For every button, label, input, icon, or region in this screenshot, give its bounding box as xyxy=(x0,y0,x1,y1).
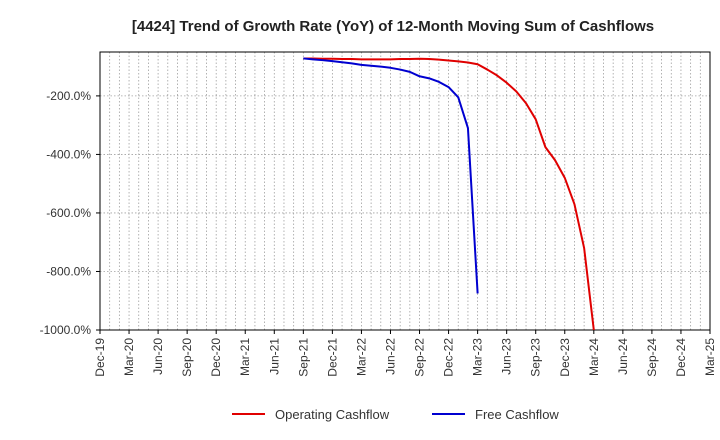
y-tick-label: -200.0% xyxy=(46,89,91,103)
x-tick-label: Mar-24 xyxy=(587,338,601,376)
plot-area xyxy=(99,51,711,331)
x-tick-label: Jun-21 xyxy=(267,338,281,375)
legend-label: Free Cashflow xyxy=(475,407,559,422)
chart-title: [4424] Trend of Growth Rate (YoY) of 12-… xyxy=(132,18,654,35)
legend-label: Operating Cashflow xyxy=(275,407,390,422)
x-tick-label: Mar-23 xyxy=(471,338,485,376)
x-tick-label: Sep-23 xyxy=(529,338,543,377)
y-tick-label: -800.0% xyxy=(46,264,91,278)
x-tick-label: Sep-20 xyxy=(180,338,194,377)
x-tick-label: Dec-22 xyxy=(442,338,456,377)
x-tick-label: Mar-22 xyxy=(354,338,368,376)
grid xyxy=(99,52,711,331)
y-tick-label: -400.0% xyxy=(46,147,91,161)
y-tick-label: -600.0% xyxy=(46,206,91,220)
x-axis: Dec-19 Mar-20 Jun-20 Sep-20 Dec-20 Mar-21 Jun-… xyxy=(93,330,717,377)
y-axis: -200.0% -400.0% -600.0% -800.0% -1000.0% xyxy=(40,89,100,337)
legend: Operating Cashflow Free Cashflow xyxy=(232,407,559,422)
x-tick-label: Sep-22 xyxy=(413,338,427,377)
x-tick-label: Jun-20 xyxy=(151,338,165,375)
x-tick-label: Jun-23 xyxy=(500,338,514,375)
x-tick-label: Mar-21 xyxy=(238,338,252,376)
x-tick-label: Dec-21 xyxy=(325,338,339,377)
x-tick-label: Jun-24 xyxy=(616,338,630,375)
x-tick-label: Dec-24 xyxy=(674,338,688,377)
y-tick-label: -1000.0% xyxy=(40,323,92,337)
x-tick-label: Sep-24 xyxy=(645,338,659,377)
series-line-free-cashflow xyxy=(303,57,479,294)
series-line-operating-cashflow xyxy=(303,57,595,331)
x-tick-label: Sep-21 xyxy=(296,338,310,377)
x-tick-label: Dec-19 xyxy=(93,338,107,377)
x-tick-label: Mar-20 xyxy=(122,338,136,376)
x-tick-label: Dec-20 xyxy=(209,338,223,377)
series-group xyxy=(303,57,595,331)
x-tick-label: Mar-25 xyxy=(703,338,717,376)
x-tick-label: Dec-23 xyxy=(558,338,572,377)
x-tick-label: Jun-22 xyxy=(383,338,397,375)
